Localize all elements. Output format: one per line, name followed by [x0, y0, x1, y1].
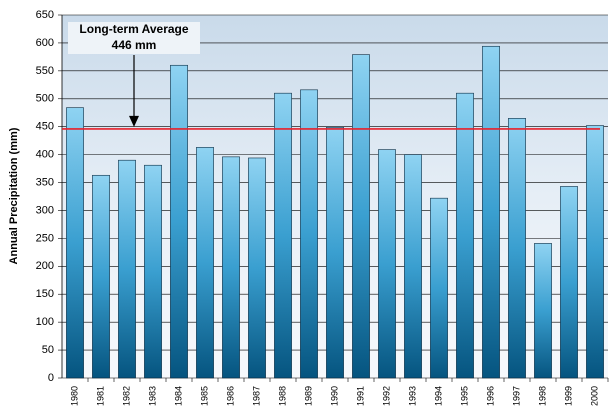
y-tick-label: 550 — [36, 65, 54, 77]
y-tick-label: 600 — [36, 37, 54, 49]
bar — [274, 92, 292, 379]
bar — [430, 197, 448, 379]
y-tick-label: 150 — [36, 288, 54, 300]
y-tick-label: 100 — [36, 316, 54, 328]
x-tick-label: 1995 — [459, 386, 469, 406]
x-tick-label: 1984 — [173, 386, 183, 406]
x-tick-label: 1988 — [277, 386, 287, 406]
x-tick-label: 1987 — [251, 386, 261, 406]
x-tick-label: 1982 — [121, 386, 131, 406]
annotation-value: 446 mm — [112, 38, 157, 52]
annotation-arrowhead — [129, 115, 139, 127]
x-tick-label: 1990 — [329, 386, 339, 406]
bar — [586, 125, 604, 379]
bar — [170, 64, 188, 379]
x-tick-label: 1994 — [433, 386, 443, 406]
x-tick-label: 1996 — [485, 386, 495, 406]
y-tick-label: 400 — [36, 149, 54, 161]
bar — [378, 149, 396, 379]
y-tick-label: 0 — [48, 372, 54, 384]
bar — [144, 164, 162, 379]
y-tick-label: 300 — [36, 204, 54, 216]
x-tick-label: 1998 — [537, 386, 547, 406]
bar — [66, 107, 84, 379]
bar — [482, 45, 500, 379]
bar — [300, 89, 318, 379]
x-tick-label: 2000 — [589, 386, 599, 406]
bar — [456, 92, 474, 379]
bar — [560, 186, 578, 379]
x-tick-label: 1997 — [511, 386, 521, 406]
y-tick-label: 250 — [36, 232, 54, 244]
x-tick-label: 1985 — [199, 386, 209, 406]
y-tick-label: 200 — [36, 260, 54, 272]
bar — [118, 159, 136, 379]
x-tick-label: 1991 — [355, 386, 365, 406]
annotation-box — [68, 22, 200, 54]
bar — [222, 156, 240, 379]
x-tick-label: 1993 — [407, 386, 417, 406]
x-tick-label: 1986 — [225, 386, 235, 406]
y-tick-label: 500 — [36, 93, 54, 105]
x-tick-label: 1983 — [147, 386, 157, 406]
x-tick-label: 1981 — [95, 386, 105, 406]
bar — [326, 126, 344, 379]
x-tick-label: 1999 — [563, 386, 573, 406]
bar — [92, 174, 110, 379]
bar — [196, 147, 214, 379]
x-tick-label: 1992 — [381, 386, 391, 406]
bar — [508, 118, 526, 379]
bar — [352, 54, 370, 379]
y-tick-label: 450 — [36, 121, 54, 133]
y-tick-label: 50 — [42, 344, 54, 356]
x-tick-label: 1980 — [69, 386, 79, 406]
annotation-title: Long-term Average — [79, 22, 188, 36]
y-axis-label: Annual Precipitation (mm) — [8, 127, 20, 264]
y-tick-label: 350 — [36, 176, 54, 188]
bar — [404, 154, 422, 379]
bar — [534, 243, 552, 379]
y-tick-label: 650 — [36, 9, 54, 21]
bar — [248, 157, 266, 379]
x-tick-label: 1989 — [303, 386, 313, 406]
